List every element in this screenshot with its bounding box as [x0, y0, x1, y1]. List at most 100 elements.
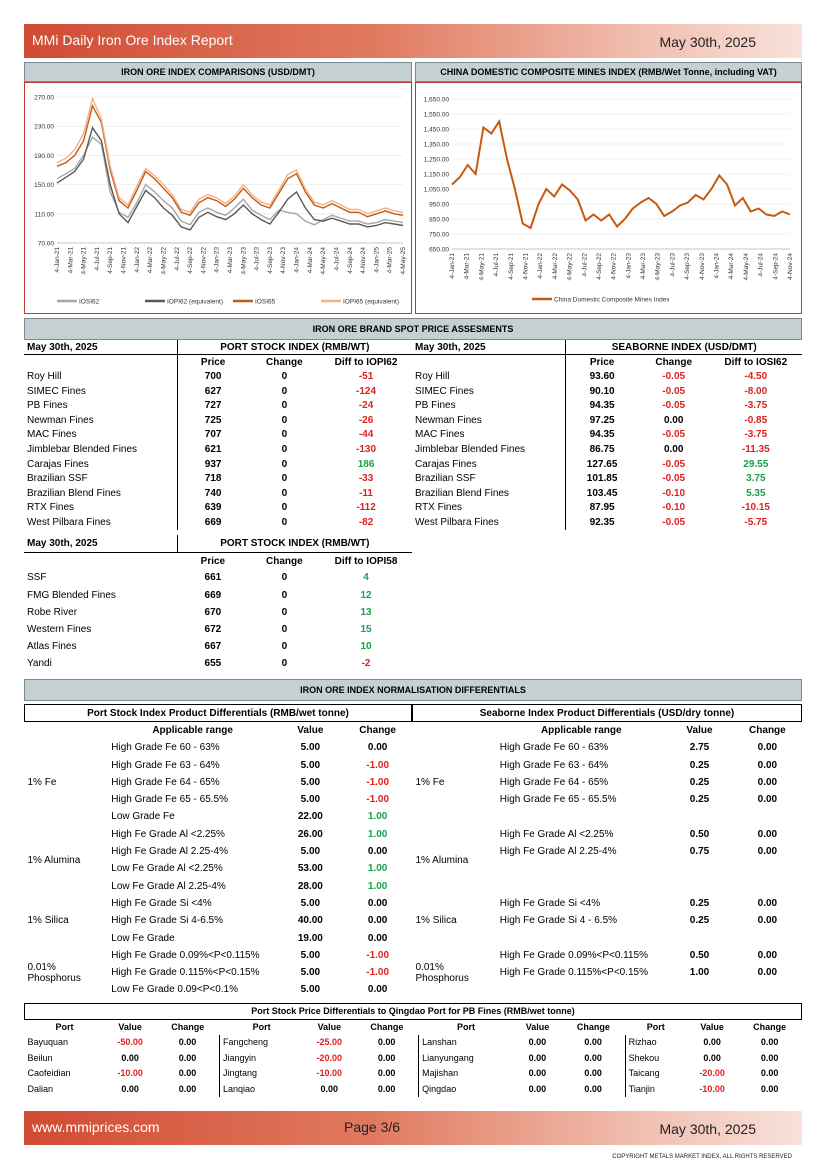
range-cell	[497, 808, 666, 825]
table-row: Brazilian Blend Fines 740 0 -11	[24, 485, 412, 501]
brand-name: Robe River	[27, 606, 78, 618]
report-title: MMi Daily Iron Ore Index Report	[32, 32, 233, 48]
range-cell	[497, 981, 666, 998]
x-tick-label: 4-Jul-21	[493, 253, 500, 277]
brand-name: Brazilian SSF	[24, 471, 178, 486]
table-row: MAC Fines 94.35 -0.05 -3.75	[412, 427, 802, 443]
legend-label: IOSI65	[255, 299, 276, 306]
col-header: Value	[297, 725, 324, 737]
x-tick-label: 4-Sep-22	[187, 247, 194, 274]
col-header: Value	[525, 1022, 550, 1032]
x-tick-label: 4-Mar-23	[227, 247, 234, 274]
table-row: SIMEC Fines 90.10 -0.05 -8.00	[412, 383, 802, 399]
spot-section-title: IRON ORE BRAND SPOT PRICE ASSESMENTS	[24, 318, 802, 340]
col-header: Change	[749, 725, 786, 737]
change-cell	[733, 877, 801, 894]
table-row: Bayuquan -50.00 0.00 Fangcheng -25.00 0.00 Lan…	[25, 1034, 802, 1050]
price-cell: 93.60	[589, 370, 615, 382]
chart1-box: 270.00 230.00 190.00 150.00 110.00 70.00 4-Jan…	[24, 82, 412, 314]
range-cell: Low Fe Grade 0.09<P<0.1%	[111, 984, 239, 996]
range-cell: High Grade Fe 65 - 65.5%	[111, 794, 228, 806]
value-cell: 1.00	[689, 967, 710, 979]
range-cell: High Fe Grade 0.09%<P<0.115%	[499, 949, 649, 961]
change-cell: 0.00	[367, 915, 388, 927]
diff-cell: -4.50	[744, 370, 768, 382]
series-line-1	[56, 126, 404, 231]
diff-cell: 12	[360, 589, 372, 601]
diff-cell: 29.55	[743, 458, 769, 470]
brand-name: SSF	[27, 572, 47, 584]
brand-name: PB Fines	[412, 398, 567, 413]
diff-cell: -33	[358, 473, 374, 485]
price-cell: 97.25	[589, 414, 615, 426]
table-row: Low Fe Grade 0.09<P<0.1% 5.00 0.00	[25, 981, 412, 998]
table-row: RTX Fines 87.95 -0.10 -10.15	[412, 500, 802, 516]
change-cell: 0.00	[377, 1052, 396, 1063]
change-cell: 0	[281, 458, 288, 470]
value-cell: 0.00	[703, 1052, 721, 1063]
table-row: 1% Silica High Fe Grade Si <4% 0.25 0.00	[413, 895, 802, 926]
value-cell	[666, 981, 734, 998]
seaborne-table: May 30th, 2025 SEABORNE INDEX (USD/DMT) Pr…	[412, 340, 802, 530]
chart2-box: 1,650.00 1,550.00 1,450.00 1,350.00 1,250.00…	[415, 82, 802, 314]
range-cell: Low Fe Grade Al <2.25%	[111, 863, 223, 875]
col-header: Change	[655, 356, 693, 368]
change-cell: -0.05	[662, 458, 686, 470]
diff-cell: -11.35	[741, 443, 770, 455]
x-tick-label: 4-Sep-24	[347, 247, 354, 274]
range-cell: High Fe Grade Si 4 - 6.5%	[499, 915, 618, 927]
table-row: Beilun 0.00 0.00 Jiangyin -20.00 0.00 Lianyung…	[25, 1050, 802, 1066]
change-cell: 0.00	[178, 1083, 197, 1094]
diff-cell: -2	[361, 658, 371, 670]
col-header: Port	[646, 1022, 665, 1032]
x-tick-label: 4-Mar-23	[640, 253, 647, 280]
brand-name: Atlas Fines	[27, 641, 77, 653]
value-cell: 26.00	[297, 828, 323, 840]
y-tick-label: 1,050.00	[424, 187, 450, 194]
x-tick-label: 4-Nov-21	[522, 253, 529, 280]
price-cell: 740	[204, 487, 222, 499]
change-cell: 0.00	[584, 1037, 602, 1048]
range-cell: High Fe Grade Si <4%	[499, 897, 601, 909]
range-cell: High Fe Grade Al 2.25-4%	[111, 846, 228, 858]
port-name: Rizhao	[624, 1034, 687, 1050]
table-row: Carajas Fines 937 0 186	[24, 456, 412, 472]
change-cell: 0	[281, 658, 288, 670]
x-tick-label: 4-Jul-23	[669, 253, 676, 277]
table-row: SIMEC Fines 627 0 -124	[24, 383, 412, 399]
col-header: Change	[171, 1022, 205, 1032]
brand-name: Jimblebar Blended Fines	[412, 442, 567, 457]
table-row: Roy Hill 93.60 -0.05 -4.50	[412, 369, 802, 384]
brand-name: PB Fines	[24, 398, 178, 413]
x-tick-label: 4-Nov-24	[360, 247, 367, 274]
x-tick-label: 4-Jan-23	[625, 253, 632, 279]
table-row: 1% Alumina High Fe Grade Al <2.25% 0.50 0.0…	[413, 826, 802, 866]
port-name: Beilun	[27, 1052, 53, 1063]
range-cell: High Grade Fe 65 - 65.5%	[499, 794, 617, 806]
change-cell: -0.05	[662, 385, 686, 397]
x-tick-label: 4-Jan-22	[134, 247, 141, 273]
value-cell: 5.00	[300, 984, 321, 996]
value-cell: -20.00	[699, 1068, 725, 1079]
change-cell: -0.05	[662, 370, 686, 382]
x-tick-label: 4-Nov-23	[699, 253, 706, 280]
diff-cell: 15	[360, 624, 372, 636]
table-row: 0.01% Phosphorus High Fe Grade 0.09%<P<0.…	[25, 947, 412, 984]
table-row: Caofeidian -10.00 0.00 Jingtang -10.00 0.00 Ma…	[25, 1065, 802, 1081]
change-cell: 0	[281, 370, 288, 382]
norm-port-table: Port Stock Index Product Differentials (…	[24, 704, 412, 999]
change-cell: 0	[281, 516, 288, 528]
change-cell: -1.00	[366, 794, 390, 806]
group-label: 0.01% Phosphorus	[415, 961, 469, 984]
series-line-0	[56, 136, 404, 226]
table-row: 0.01% Phosphorus High Fe Grade 0.09%<P<0.…	[413, 947, 802, 984]
col-header: Price	[200, 555, 226, 567]
range-cell	[497, 860, 666, 877]
table-row: Brazilian SSF 718 0 -33	[24, 471, 412, 486]
col-header: Port	[457, 1022, 476, 1032]
page-number: Page 3/6	[344, 1119, 401, 1135]
footer-url[interactable]: www.mmiprices.com	[32, 1119, 160, 1135]
change-cell: -0.05	[662, 429, 686, 441]
value-cell: 0.50	[689, 828, 710, 840]
change-cell: 0.00	[178, 1052, 197, 1063]
